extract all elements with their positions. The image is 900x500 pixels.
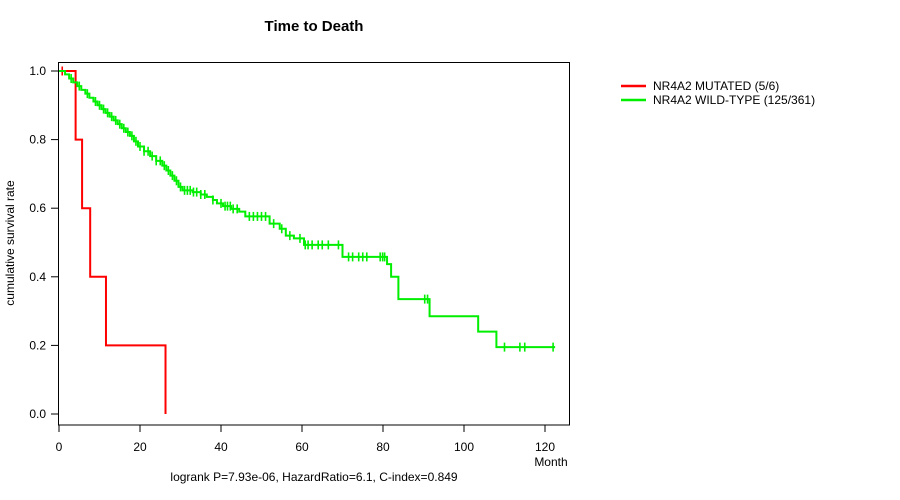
curve-nr4a2-wild-type-125-361- xyxy=(59,70,556,349)
stats-caption: logrank P=7.93e-06, HazardRatio=6.1, C-i… xyxy=(170,470,458,484)
curve-nr4a2-mutated-5-6- xyxy=(59,70,167,414)
curves-layer xyxy=(59,66,556,414)
y-tick-label: 0.0 xyxy=(29,407,46,421)
y-tick-label: 0.6 xyxy=(29,201,46,215)
x-tick-label: 60 xyxy=(295,440,309,454)
y-tick-label: 1.0 xyxy=(29,64,46,78)
x-axis-unit-label: Month xyxy=(534,455,567,469)
x-tick-label: 20 xyxy=(133,440,147,454)
x-tick-label: 80 xyxy=(376,440,390,454)
legend-item-label: NR4A2 WILD-TYPE (125/361) xyxy=(653,93,815,107)
axes-layer: 0 20 40 60 80 100 120 0.0 0.2 0.4 0.6 0.8 1.0 xyxy=(29,64,555,454)
legend-item-label: NR4A2 MUTATED (5/6) xyxy=(653,79,779,93)
y-tick-label: 0.4 xyxy=(29,270,46,284)
x-tick-label: 120 xyxy=(535,440,555,454)
plot-frame xyxy=(58,62,570,426)
x-tick-label: 40 xyxy=(214,440,228,454)
y-tick-label: 0.2 xyxy=(29,338,46,352)
x-tick-label: 100 xyxy=(454,440,474,454)
y-tick-label: 0.8 xyxy=(29,133,46,147)
chart-title: Time to Death xyxy=(265,18,364,35)
x-tick-label: 0 xyxy=(56,440,63,454)
legend: NR4A2 MUTATED (5/6)NR4A2 WILD-TYPE (125/… xyxy=(621,79,815,107)
y-axis-title: cumulative survival rate xyxy=(3,180,17,306)
